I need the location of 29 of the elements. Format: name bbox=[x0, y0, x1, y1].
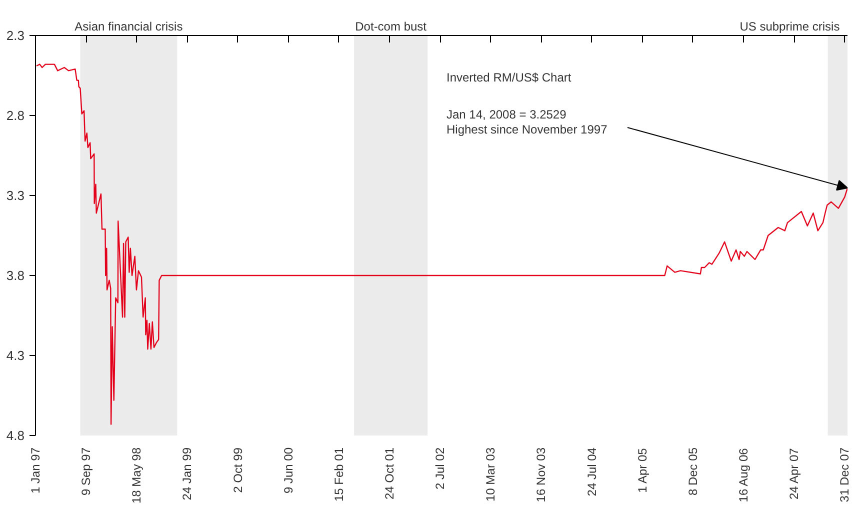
x-tick-label: 1 Apr 05 bbox=[635, 448, 650, 493]
band-label: Dot-com bust bbox=[355, 20, 428, 34]
x-tick-label: 24 Oct 01 bbox=[382, 447, 397, 500]
x-tick-label: 2 Oct 99 bbox=[230, 447, 245, 493]
x-tick-label: 10 Mar 03 bbox=[484, 447, 498, 502]
x-tick-label: 31 Dec 07 bbox=[838, 447, 852, 502]
y-tick-label: 4.8 bbox=[6, 428, 25, 443]
x-tick-label: 24 Apr 07 bbox=[787, 448, 802, 500]
x-tick-label: 24 Jul 04 bbox=[584, 447, 599, 496]
x-tick-label: 24 Jan 99 bbox=[180, 447, 194, 500]
y-tick-label: 2.8 bbox=[6, 108, 25, 123]
band-label: Asian financial crisis bbox=[74, 20, 183, 34]
x-tick-label: 16 Aug 06 bbox=[736, 448, 751, 502]
x-tick-label: 8 Dec 05 bbox=[686, 447, 700, 496]
x-tick-label: 15 Feb 01 bbox=[332, 447, 346, 502]
annotation: Inverted RM/US$ Chart bbox=[446, 70, 572, 84]
y-tick-label: 2.3 bbox=[6, 28, 25, 43]
x-tick-label: 16 Nov 03 bbox=[534, 447, 548, 502]
x-tick-label: 2 Jul 02 bbox=[433, 447, 448, 490]
x-tick-label: 18 May 98 bbox=[130, 447, 144, 504]
y-tick-label: 3.3 bbox=[6, 188, 25, 203]
y-tick-label: 3.8 bbox=[6, 268, 25, 283]
line-series bbox=[36, 64, 848, 425]
x-tick-label: 1 Jan 97 bbox=[28, 447, 42, 494]
x-tick-label: 9 Jun 00 bbox=[281, 447, 296, 494]
band-label: US subprime crisis bbox=[740, 20, 840, 34]
x-tick-label: 9 Sep 97 bbox=[79, 447, 94, 496]
annotation: Jan 14, 2008 = 3.2529 Highest since November 1997 bbox=[446, 108, 608, 136]
y-tick-label: 4.3 bbox=[6, 348, 25, 363]
